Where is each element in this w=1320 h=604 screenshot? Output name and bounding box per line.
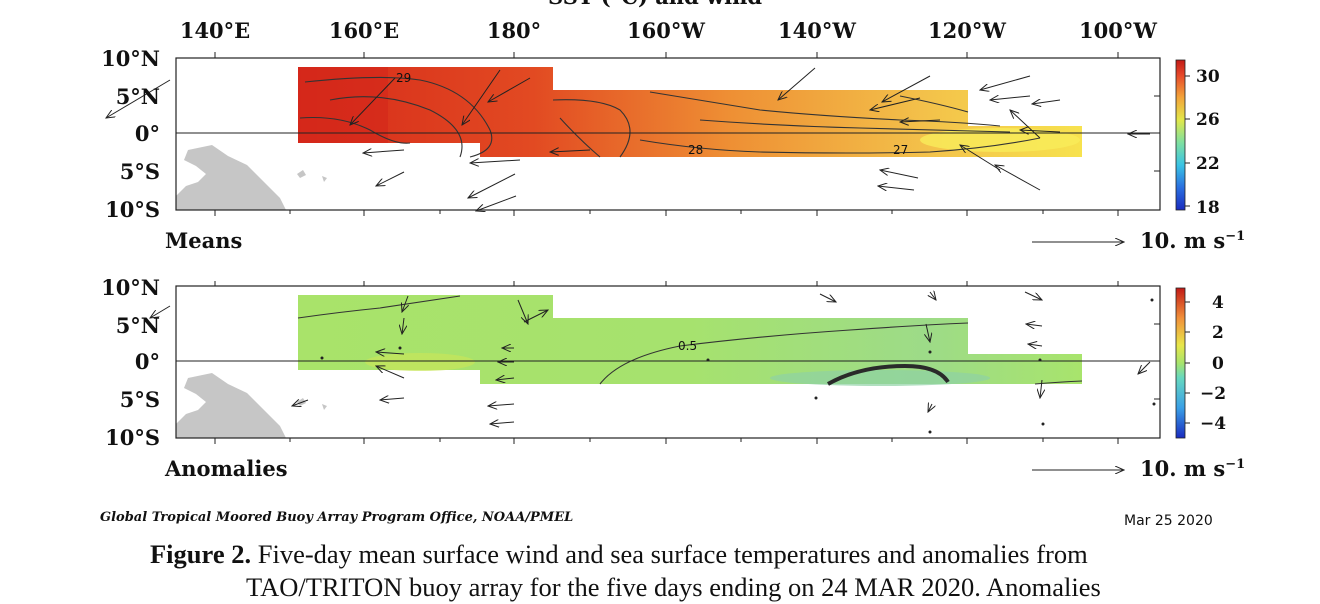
lon-tick-label: 140°E bbox=[180, 18, 250, 43]
means-ticks bbox=[214, 52, 1160, 216]
colorbar-tick-label: 30 bbox=[1196, 67, 1220, 87]
means-reference-vector-label: 10. m s−1 bbox=[1140, 228, 1245, 253]
colorbar-tick-label: 2 bbox=[1212, 323, 1224, 343]
colorbar-tick-label: 0 bbox=[1212, 354, 1224, 374]
anomalies-colorbar bbox=[1175, 287, 1186, 439]
lat-tick-label: 5°S bbox=[120, 387, 160, 412]
figure-date: Mar 25 2020 bbox=[1124, 513, 1213, 529]
means-panel-label: Means bbox=[165, 228, 242, 253]
anomalies-ticks bbox=[214, 281, 1160, 444]
anomalies-reference-vector-label: 10. m s−1 bbox=[1140, 456, 1245, 481]
lat-tick-label: 10°S bbox=[105, 197, 160, 222]
colorbar-tick-label: 18 bbox=[1196, 198, 1220, 218]
land-new-guinea bbox=[176, 145, 286, 210]
lat-tick-label: 0° bbox=[135, 121, 160, 146]
means-contours bbox=[299, 76, 1041, 158]
caption-lead: Figure 2. bbox=[150, 539, 252, 569]
lon-tick-label: 120°W bbox=[928, 18, 1006, 43]
lat-tick-label: 10°S bbox=[105, 425, 160, 450]
colorbar-tick-label: −2 bbox=[1200, 384, 1226, 404]
land-islands bbox=[297, 398, 327, 410]
lat-tick-label: 10°N bbox=[101, 46, 160, 71]
figure-caption: Figure 2. Five-day mean surface wind and… bbox=[150, 538, 1320, 604]
credit-line: Global Tropical Moored Buoy Array Progra… bbox=[100, 510, 574, 525]
contour-label: 0.5 bbox=[678, 339, 697, 353]
anomaly-thick-contour bbox=[827, 363, 950, 386]
contour-label: 29 bbox=[396, 71, 411, 85]
land-new-guinea bbox=[176, 373, 286, 438]
caption-line2: TAO/TRITON buoy array for the five days … bbox=[246, 572, 1101, 602]
anomaly-calm-dots bbox=[320, 298, 1156, 434]
lon-tick-label: 160°W bbox=[627, 18, 705, 43]
means-colorbar bbox=[1175, 59, 1186, 211]
lon-tick-label: 160°E bbox=[329, 18, 399, 43]
figure-title: SST (°C) and wind bbox=[548, 0, 762, 9]
anomalies-frame bbox=[175, 285, 1161, 439]
colorbar-tick-label: 4 bbox=[1212, 293, 1224, 313]
lat-tick-label: 10°N bbox=[101, 275, 160, 300]
anomalies-panel-label: Anomalies bbox=[164, 456, 288, 481]
contour-label: 28 bbox=[688, 143, 703, 157]
lat-tick-label: 5°N bbox=[116, 84, 160, 109]
means-frame bbox=[175, 57, 1161, 211]
lat-tick-label: 5°S bbox=[120, 159, 160, 184]
colorbar-tick-label: 22 bbox=[1196, 154, 1220, 174]
lat-tick-label: 0° bbox=[135, 349, 160, 374]
lon-tick-label: 100°W bbox=[1079, 18, 1157, 43]
means-wind-vectors bbox=[106, 67, 1150, 211]
means-sst-field bbox=[298, 67, 1082, 157]
figure: SST (°C) and wind 140°E 160°E 180° 160°W… bbox=[101, 0, 1245, 481]
lat-tick-label: 5°N bbox=[116, 313, 160, 338]
anomalies-wind-vectors bbox=[150, 292, 1151, 424]
colorbar-tick-label: 26 bbox=[1196, 110, 1220, 130]
contour-label: 27 bbox=[893, 143, 908, 157]
anomalies-panel: 0.5 bbox=[101, 275, 1245, 481]
colorbar-tick-label: −4 bbox=[1200, 414, 1226, 434]
lon-tick-label: 180° bbox=[487, 18, 541, 43]
anomalies-sst-field bbox=[298, 295, 1082, 384]
lon-tick-label: 140°W bbox=[778, 18, 856, 43]
land-islands bbox=[297, 170, 327, 182]
caption-text: Five-day mean surface wind and sea surfa… bbox=[251, 539, 1088, 569]
means-panel: 29 28 27 bbox=[101, 46, 1245, 253]
anomalies-contours bbox=[297, 295, 1083, 385]
